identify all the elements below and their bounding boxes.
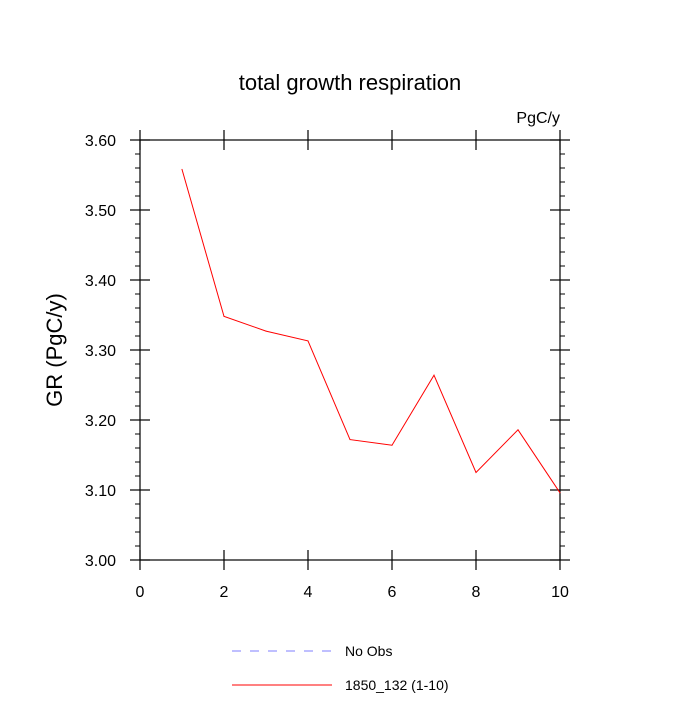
- series-point: [517, 429, 519, 431]
- series-point: [181, 168, 183, 170]
- legend-label-no-obs: No Obs: [345, 643, 392, 659]
- series-group: [181, 168, 561, 494]
- y-tick-label: 3.40: [85, 273, 116, 290]
- x-tick-label: 2: [220, 584, 229, 601]
- series-point: [559, 492, 561, 494]
- series-point: [433, 374, 435, 376]
- series-line: [181, 169, 561, 494]
- y-tick-label: 3.00: [85, 553, 116, 570]
- series-point: [349, 439, 351, 441]
- x-tick-label: 10: [551, 584, 569, 601]
- y-tick-label: 3.50: [85, 203, 116, 220]
- x-tick-label: 8: [472, 584, 481, 601]
- x-tick-label: 0: [136, 584, 145, 601]
- legend: No Obs 1850_132 (1-10): [232, 643, 449, 693]
- series-point: [223, 315, 225, 317]
- y-axis-label: GR (PgC/y): [42, 293, 67, 407]
- series-point: [391, 444, 393, 446]
- y-tick-label: 3.30: [85, 343, 116, 360]
- axis-ticks: [130, 130, 570, 570]
- series-point: [307, 340, 309, 342]
- x-tick-label: 6: [388, 584, 397, 601]
- plot-frame: [139, 139, 561, 561]
- units-label: PgC/y: [516, 110, 560, 127]
- y-tick-label: 3.10: [85, 483, 116, 500]
- y-tick-label: 3.20: [85, 413, 116, 430]
- x-tick-label: 4: [304, 584, 313, 601]
- y-tick-label: 3.60: [85, 133, 116, 150]
- series-point: [265, 330, 267, 332]
- legend-label-series: 1850_132 (1-10): [345, 677, 449, 693]
- axis-tick-labels: 0 2 4 6 8 10 3.00 3.10 3.20 3.30 3.40 3.50 3.60: [85, 133, 569, 601]
- series-point: [475, 472, 477, 473]
- chart-title: total growth respiration: [239, 70, 462, 95]
